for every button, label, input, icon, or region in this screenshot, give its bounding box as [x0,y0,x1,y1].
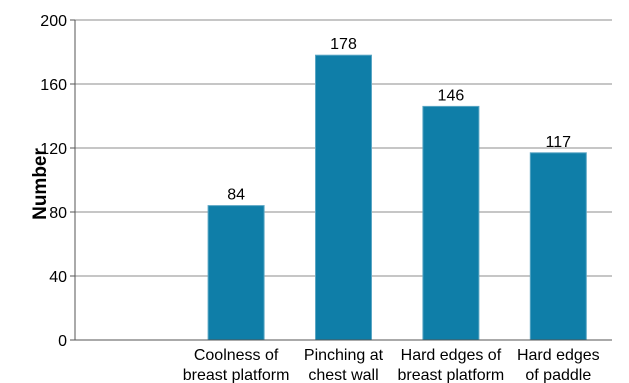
data-label: 178 [330,36,357,53]
bar [530,153,586,340]
y-tick-label: 160 [40,77,67,94]
bars [208,55,586,340]
data-label: 84 [227,187,245,204]
x-category-label: Coolness of [194,347,279,364]
x-category-label: chest wall [308,367,378,383]
x-category-label: Pinching at [304,347,384,364]
x-category-label: breast platform [183,367,290,383]
x-category-label: of paddle [525,367,591,383]
y-tick-label: 40 [49,269,67,286]
y-axis-title: Number [30,148,51,220]
y-tick-label: 200 [40,13,67,30]
data-label: 117 [546,134,572,151]
bar [208,206,264,340]
bar [423,106,479,340]
x-category-label: Hard edges of [401,347,502,364]
bar [316,55,372,340]
y-tick-label: 0 [58,333,67,350]
y-tick-label: 80 [49,205,67,222]
x-category-label: Hard edges [517,347,600,364]
x-category-label: breast platform [398,367,505,383]
data-label: 146 [438,87,465,104]
